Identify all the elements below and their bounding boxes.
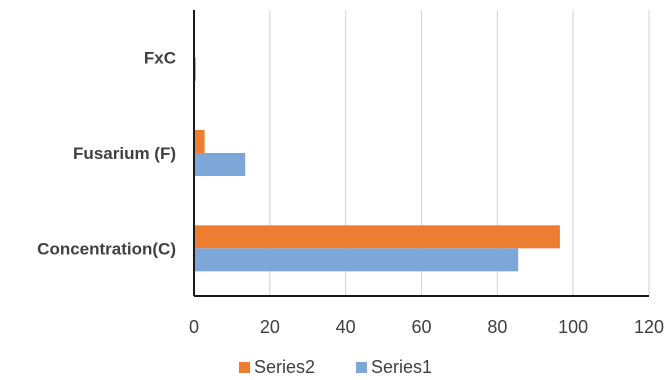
legend-label-series1: Series1 — [371, 357, 432, 377]
x-tick-labels: 0 20 40 60 80 100 120 — [189, 317, 664, 337]
legend-label-series2: Series2 — [254, 357, 315, 377]
category-label: FxC — [144, 49, 176, 68]
bars-layer — [194, 57, 560, 272]
category-label: Fusarium (F) — [73, 144, 176, 163]
x-tick-label: 40 — [336, 317, 356, 337]
x-tick-label: 80 — [487, 317, 507, 337]
x-tick-label: 120 — [634, 317, 664, 337]
category-labels: Concentration(C) Fusarium (F) FxC — [37, 49, 176, 259]
bar-series2-1 — [194, 130, 205, 153]
x-tick-label: 0 — [189, 317, 199, 337]
x-tick-label: 100 — [558, 317, 588, 337]
bar-series2-0 — [194, 225, 560, 249]
legend-swatch-series2 — [239, 362, 250, 373]
legend-swatch-series1 — [356, 362, 367, 373]
x-tick-label: 20 — [260, 317, 280, 337]
bar-series1-1 — [194, 153, 246, 176]
bar-series1-0 — [194, 248, 519, 272]
legend: Series2 Series1 — [239, 357, 432, 377]
x-tick-label: 60 — [411, 317, 431, 337]
category-label: Concentration(C) — [37, 239, 176, 258]
